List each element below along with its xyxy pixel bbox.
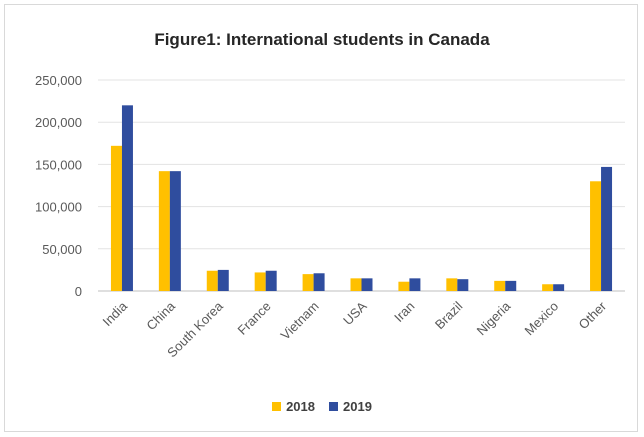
- bar-2019-india: [121, 105, 133, 291]
- bar-2019-vietnam: [313, 273, 325, 291]
- legend-label-2019: 2019: [343, 399, 372, 414]
- x-tick-label: Vietnam: [278, 299, 322, 343]
- y-tick-label: 200,000: [35, 115, 82, 130]
- x-tick-label: Other: [576, 298, 610, 332]
- bar-2018-china: [158, 171, 170, 291]
- bar-2019-china: [169, 171, 181, 291]
- x-tick-label: Iran: [391, 299, 417, 325]
- bar-2018-nigeria: [494, 280, 506, 291]
- bar-2018-iran: [398, 281, 410, 291]
- bar-2019-usa: [361, 278, 373, 291]
- bar-2019-brazil: [457, 279, 469, 291]
- x-tick-label: France: [235, 299, 274, 338]
- y-tick-label: 100,000: [35, 200, 82, 215]
- x-tick-label: Brazil: [432, 298, 466, 332]
- bar-2019-iran: [409, 278, 421, 291]
- chart-title: Figure1: International students in Canad…: [154, 30, 490, 49]
- legend-swatch-2019: [329, 402, 338, 411]
- x-tick-label: USA: [340, 298, 370, 328]
- x-tick-label: Nigeria: [474, 298, 514, 338]
- bar-2018-india: [110, 145, 122, 291]
- bar-2018-south-korea: [206, 270, 218, 291]
- bar-2019-south-korea: [217, 269, 229, 291]
- y-tick-label: 150,000: [35, 157, 82, 172]
- x-tick-label: Mexico: [522, 299, 562, 339]
- legend-label-2018: 2018: [286, 399, 315, 414]
- x-tick-label: China: [143, 298, 178, 333]
- bar-2019-france: [265, 270, 277, 291]
- y-tick-label: 0: [75, 284, 82, 299]
- bar-2019-other: [601, 166, 613, 291]
- bar-2018-other: [590, 181, 602, 291]
- bar-2018-usa: [350, 278, 362, 291]
- legend: 2018 2019: [0, 399, 644, 414]
- legend-swatch-2018: [272, 402, 282, 411]
- x-tick-label: India: [100, 298, 131, 329]
- bar-2019-nigeria: [505, 280, 517, 291]
- y-tick-label: 250,000: [35, 73, 82, 88]
- bar-2018-vietnam: [302, 274, 314, 291]
- chart-frame: [4, 4, 638, 432]
- bar-2018-brazil: [446, 278, 458, 291]
- bar-2018-mexico: [542, 284, 554, 291]
- legend-item-2018: 2018: [272, 399, 315, 414]
- legend-item-2019: 2019: [329, 399, 372, 414]
- bar-2018-france: [254, 272, 266, 291]
- y-tick-label: 50,000: [42, 242, 82, 257]
- bar-2019-mexico: [553, 284, 565, 291]
